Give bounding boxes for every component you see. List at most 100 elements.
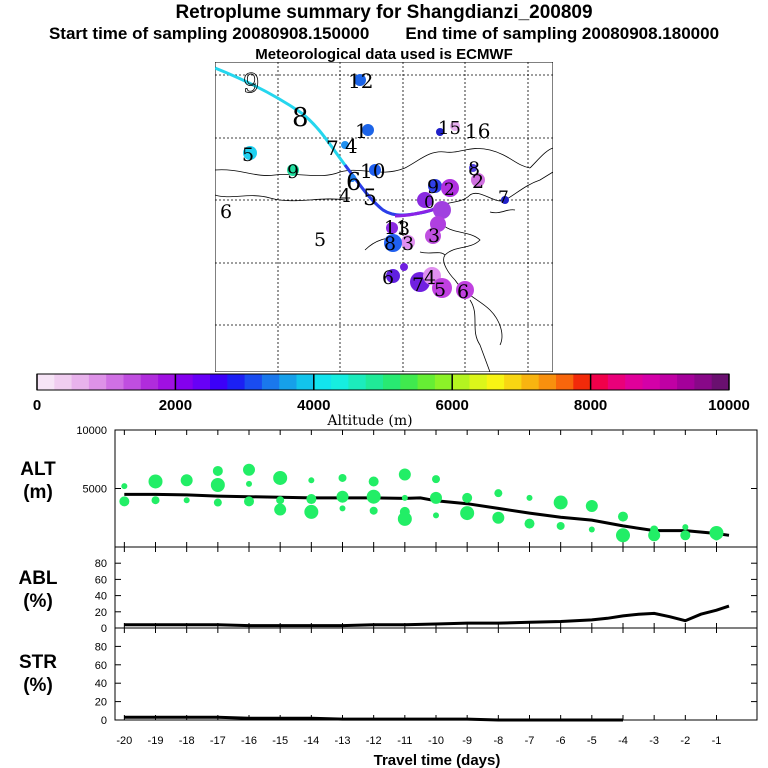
alt-scatter-point: [526, 494, 533, 501]
cluster-circle: [430, 216, 446, 232]
cluster-label: 6: [382, 267, 394, 289]
cluster-label: 7: [326, 136, 339, 160]
trajectory-map: 9 12 8 1 15 16 5 7 4 9 6 10 8 2 4 5 6 7 …: [215, 62, 553, 372]
cluster-label: 4: [339, 185, 351, 207]
cluster-circle: [501, 196, 509, 204]
end-time-label: End time of sampling 20080908.180000: [405, 24, 720, 43]
alt-scatter-point: [433, 512, 439, 519]
met-data-label: Meteorological data used is ECMWF: [255, 46, 513, 63]
cluster-circle: [432, 278, 452, 298]
x-tick-label: -10: [428, 735, 444, 747]
colorbar-label: Altitude (m): [326, 413, 412, 429]
cluster-circles: [243, 74, 509, 299]
str-line: [124, 715, 623, 722]
alt-scatter-point: [308, 477, 315, 484]
colorbar-swatch: [54, 374, 73, 390]
cluster-circle: [428, 179, 442, 193]
cluster-circle: [450, 121, 460, 131]
cluster-circle: [400, 263, 408, 271]
alt-scatter-point: [210, 477, 225, 492]
y-tick-label: 40: [95, 591, 107, 603]
alt-scatter-point: [180, 474, 193, 487]
x-tick-label: -11: [397, 735, 412, 747]
cluster-circle: [369, 164, 381, 176]
cluster-circle: [341, 141, 349, 149]
y-tick-label: 0: [101, 715, 107, 727]
alt-scatter-point: [398, 468, 411, 481]
cluster-circle: [384, 234, 402, 252]
x-tick-label: -16: [241, 735, 257, 747]
alt-scatter-point: [121, 483, 128, 490]
alt-scatter-point: [243, 463, 256, 476]
y-tick-label: 60: [95, 574, 107, 586]
alt-scatter-point: [553, 495, 568, 510]
alt-scatter-point: [151, 496, 160, 505]
x-tick-label: -4: [618, 735, 628, 747]
cluster-label: 7: [412, 274, 424, 296]
cluster-label: 9: [427, 176, 439, 198]
cluster-circle: [456, 281, 474, 299]
colorbar-swatch: [88, 374, 107, 390]
x-tick-label: -7: [525, 735, 535, 747]
x-tick-label: -19: [148, 735, 164, 747]
alt-scatter-point: [556, 521, 565, 530]
alt-scatter-point: [244, 496, 255, 507]
colorbar-swatch: [261, 374, 280, 390]
alt-scatter-point: [368, 476, 379, 487]
sampling-times: Start time of sampling 20080908.150000 En…: [0, 24, 768, 44]
colorbar-swatch: [590, 374, 609, 390]
cluster-label: 9: [287, 161, 299, 183]
colorbar-tick-label: 10000: [708, 397, 750, 414]
alt-scatter-point: [306, 494, 317, 505]
alt-scatter-point: [366, 489, 381, 504]
panel-y-labels: ALT (m) ABL (%) STR (%): [18, 459, 57, 696]
alt-scatter-point: [712, 532, 721, 541]
alt-ylabel-line2: (m): [23, 482, 53, 503]
cluster-label: 5: [434, 279, 446, 301]
colorbar-tick-label: 0: [33, 397, 41, 414]
x-tick-label: -1: [712, 735, 722, 747]
panel-frame: [114, 627, 758, 721]
colorbar-tick-label: 2000: [159, 397, 192, 414]
y-tick-label: 20: [95, 697, 107, 709]
colorbar-swatch: [573, 374, 592, 390]
map-gridlines: [215, 62, 553, 372]
colorbar-tick-label: 4000: [297, 397, 330, 414]
colorbar-swatch: [694, 374, 713, 390]
x-tick-label: -14: [303, 735, 319, 747]
x-tick-label: -9: [462, 735, 472, 747]
cluster-label: 10: [360, 159, 385, 183]
x-tick-label: -3: [649, 735, 659, 747]
x-tick-label: -17: [210, 735, 226, 747]
cluster-circle: [469, 164, 477, 172]
alt-scatter-point: [212, 465, 223, 476]
y-tick-label: 20: [95, 607, 107, 619]
alt-scatter-point: [397, 511, 412, 526]
cluster-label: 15: [438, 118, 461, 139]
colorbar-swatch: [227, 374, 246, 390]
alt-scatter-point: [304, 504, 319, 519]
colorbar-swatch: [434, 374, 453, 390]
alt-scatter-point: [213, 498, 222, 507]
alt-scatter-point: [648, 529, 661, 542]
alt-scatter-point: [338, 473, 347, 482]
x-tick-label: -5: [587, 735, 597, 747]
alt-scatter-point: [682, 524, 689, 531]
cluster-circle: [243, 146, 257, 160]
alt-scatter-point: [524, 518, 535, 529]
cluster-labels: 9 12 8 1 15 16 5 7 4 9 6 10 8 2 4 5 6 7 …: [220, 69, 509, 303]
alt-scatter-point: [183, 497, 190, 504]
x-axis-label: Travel time (days): [374, 752, 501, 768]
cluster-label: 12: [348, 69, 373, 93]
colorbar-swatch: [625, 374, 643, 390]
x-tick-label: -2: [680, 735, 690, 747]
colorbar-swatch: [677, 374, 695, 390]
alt-scatter-point: [494, 489, 503, 498]
alt-scatter-point: [492, 511, 505, 524]
colorbar-swatch: [158, 374, 176, 390]
altitude-colorbar: [36, 373, 730, 391]
colorbar-swatch: [123, 374, 142, 390]
cluster-label: 8: [292, 103, 309, 133]
colorbar-swatch: [556, 374, 574, 390]
